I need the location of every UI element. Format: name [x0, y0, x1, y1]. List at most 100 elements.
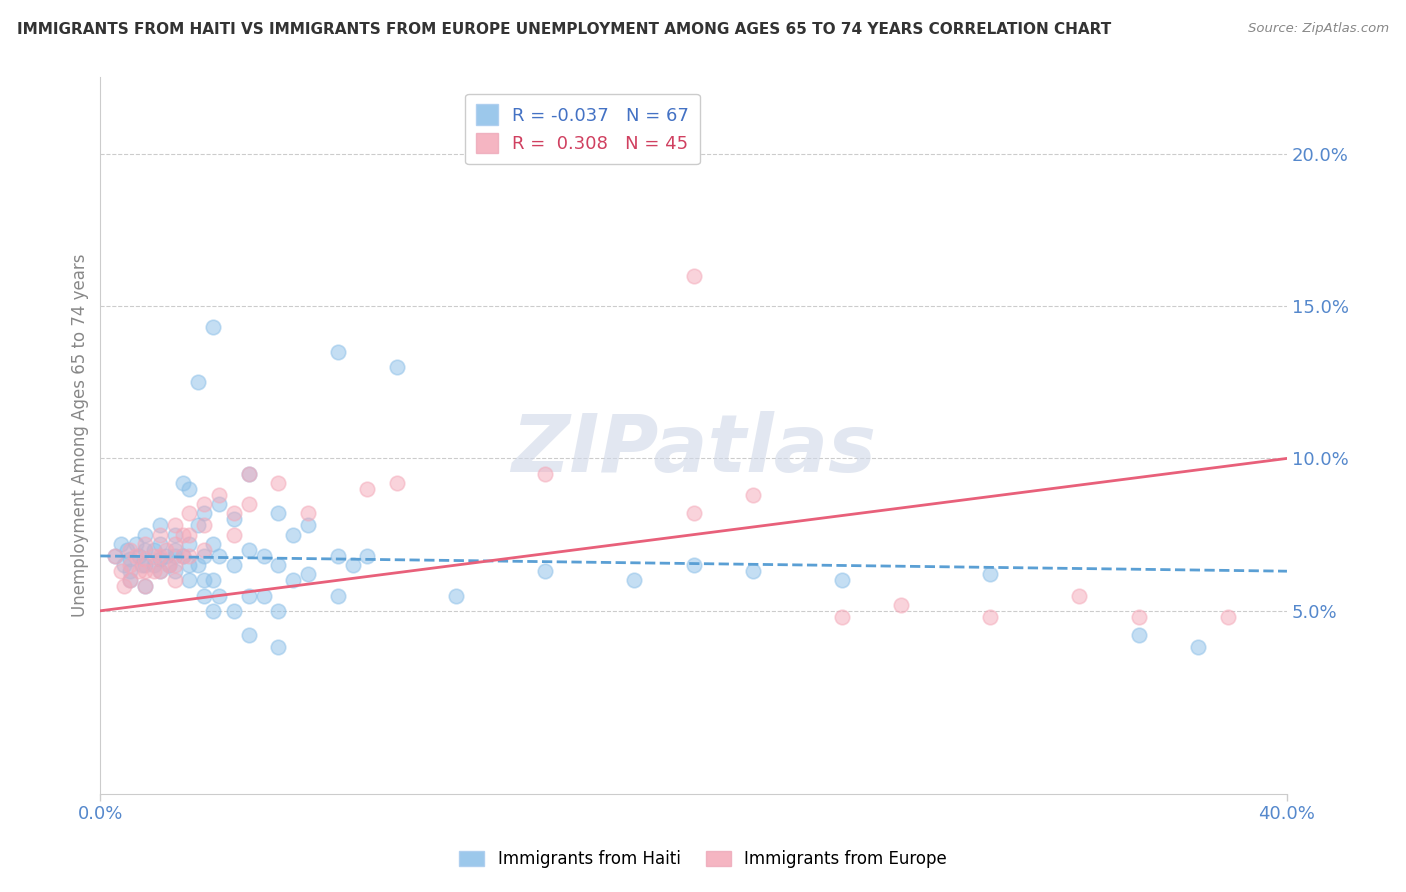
Point [208, 549, 231, 563]
Point [222, 512, 245, 526]
Text: IMMIGRANTS FROM HAITI VS IMMIGRANTS FROM EUROPE UNEMPLOYMENT AMONG AGES 65 TO 74: IMMIGRANTS FROM HAITI VS IMMIGRANTS FROM… [17, 22, 1111, 37]
Point [163, 542, 186, 557]
Point [149, 564, 172, 578]
Point [179, 549, 201, 563]
Point [134, 579, 156, 593]
Point [187, 375, 209, 389]
Point [142, 542, 165, 557]
Point [682, 506, 704, 520]
Point [110, 564, 132, 578]
Y-axis label: Unemployment Among Ages 65 to 74 years: Unemployment Among Ages 65 to 74 years [72, 254, 89, 617]
Point [534, 564, 557, 578]
Point [252, 549, 274, 563]
Point [979, 610, 1001, 624]
Point [149, 552, 172, 566]
Point [202, 574, 225, 588]
Point [163, 537, 186, 551]
Point [238, 628, 260, 642]
Point [252, 589, 274, 603]
Point [297, 518, 319, 533]
Point [356, 549, 378, 563]
Point [163, 558, 186, 573]
Point [149, 518, 172, 533]
Point [157, 558, 180, 573]
Point [326, 589, 349, 603]
Point [142, 564, 165, 578]
Point [157, 558, 180, 573]
Point [134, 537, 156, 551]
Point [1187, 640, 1209, 655]
Point [742, 488, 765, 502]
Point [149, 527, 172, 541]
Point [202, 604, 225, 618]
Point [1069, 589, 1091, 603]
Point [104, 549, 127, 563]
Point [187, 558, 209, 573]
Point [118, 574, 141, 588]
Point [742, 564, 765, 578]
Point [193, 518, 215, 533]
Point [179, 558, 201, 573]
Point [112, 579, 135, 593]
Point [193, 506, 215, 520]
Point [128, 549, 150, 563]
Point [163, 518, 186, 533]
Point [193, 497, 215, 511]
Point [142, 558, 165, 573]
Point [118, 552, 141, 566]
Point [222, 558, 245, 573]
Point [118, 574, 141, 588]
Point [267, 558, 290, 573]
Point [267, 506, 290, 520]
Point [208, 497, 231, 511]
Legend: Immigrants from Haiti, Immigrants from Europe: Immigrants from Haiti, Immigrants from E… [453, 844, 953, 875]
Point [172, 549, 194, 563]
Point [297, 567, 319, 582]
Point [128, 564, 150, 578]
Point [134, 527, 156, 541]
Point [342, 558, 364, 573]
Point [118, 542, 141, 557]
Point [238, 467, 260, 481]
Point [238, 542, 260, 557]
Point [831, 574, 853, 588]
Point [193, 542, 215, 557]
Point [385, 359, 408, 374]
Point [179, 537, 201, 551]
Point [1128, 628, 1150, 642]
Point [118, 558, 141, 573]
Legend: R = -0.037   N = 67, R =  0.308   N = 45: R = -0.037 N = 67, R = 0.308 N = 45 [465, 94, 700, 164]
Point [208, 589, 231, 603]
Point [149, 549, 172, 563]
Point [179, 527, 201, 541]
Point [149, 537, 172, 551]
Point [222, 506, 245, 520]
Point [118, 564, 141, 578]
Point [238, 497, 260, 511]
Point [1128, 610, 1150, 624]
Point [385, 475, 408, 490]
Point [267, 604, 290, 618]
Point [163, 527, 186, 541]
Point [238, 467, 260, 481]
Point [193, 549, 215, 563]
Point [134, 542, 156, 557]
Point [115, 542, 138, 557]
Point [134, 552, 156, 566]
Point [163, 549, 186, 563]
Point [172, 549, 194, 563]
Point [238, 589, 260, 603]
Point [193, 589, 215, 603]
Point [187, 518, 209, 533]
Point [356, 482, 378, 496]
Point [202, 537, 225, 551]
Point [149, 564, 172, 578]
Point [446, 589, 468, 603]
Point [208, 488, 231, 502]
Point [131, 558, 153, 573]
Point [831, 610, 853, 624]
Point [1216, 610, 1239, 624]
Point [163, 574, 186, 588]
Point [155, 542, 177, 557]
Point [297, 506, 319, 520]
